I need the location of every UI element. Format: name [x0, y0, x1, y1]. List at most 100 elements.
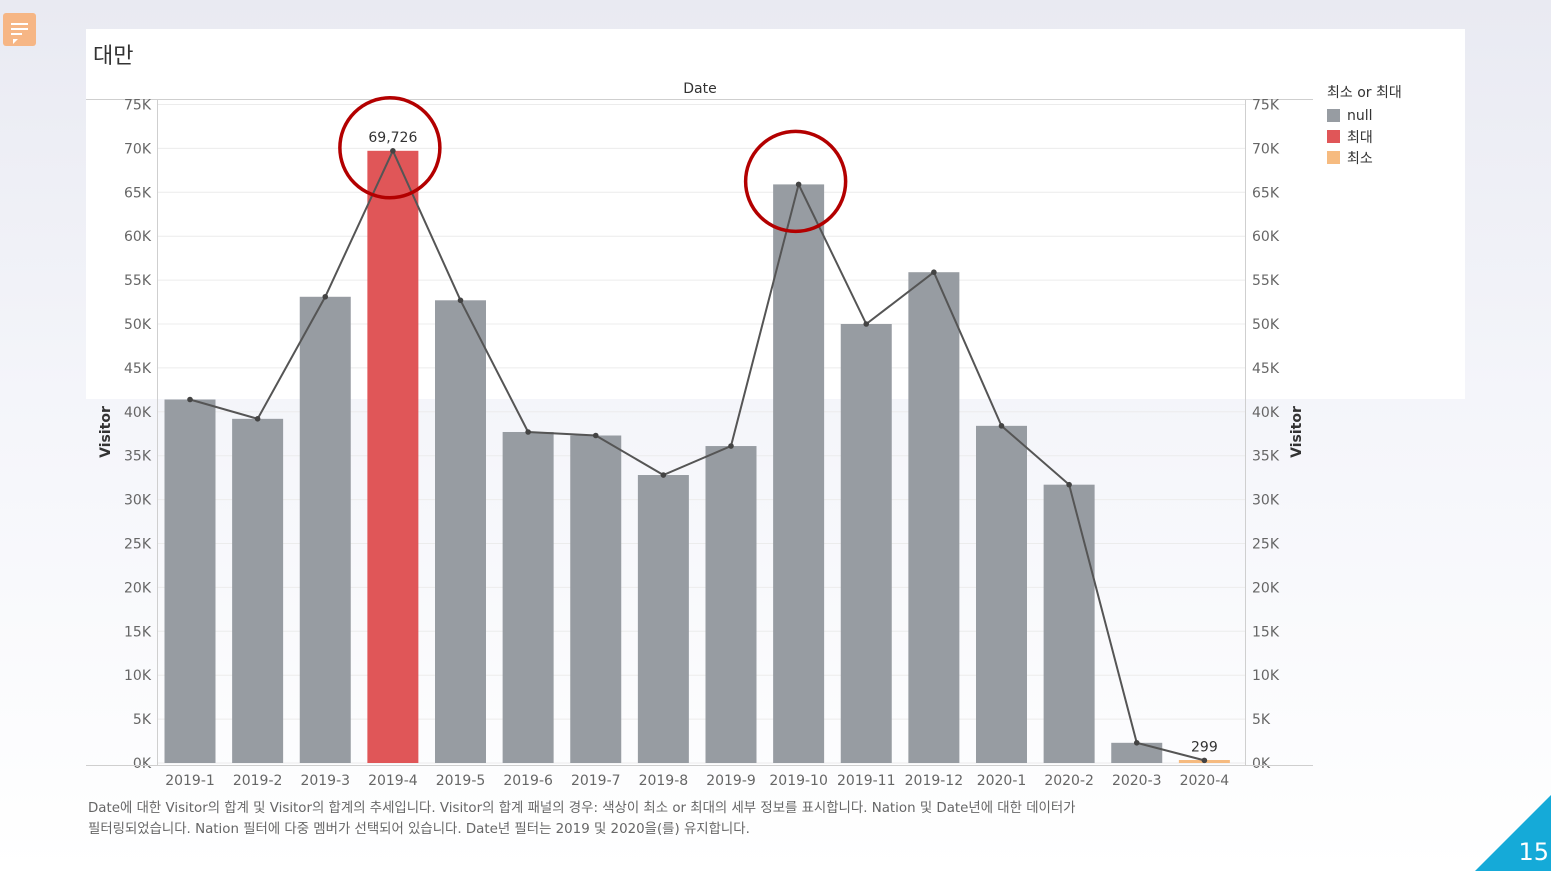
- y-tick-label-left: 40K: [124, 405, 152, 421]
- legend: 최소 or 최대 null 최대 최소: [1327, 82, 1402, 168]
- y-tick-label-right: 75K: [1252, 98, 1280, 114]
- y-tick-label-right: 10K: [1252, 668, 1280, 684]
- y-tick-label-left: 55K: [124, 273, 152, 289]
- page-corner: [1475, 795, 1551, 871]
- y-tick-label-right: 50K: [1252, 317, 1280, 333]
- y-tick-label-right: 55K: [1252, 273, 1280, 289]
- y-tick-label-left: 5K: [133, 712, 152, 728]
- legend-item-min[interactable]: 최소: [1327, 147, 1402, 168]
- highlight-circle: [743, 129, 848, 234]
- y-tick-label-left: 65K: [124, 185, 152, 201]
- x-tick-label: 2020-2: [1044, 773, 1094, 789]
- legend-title: 최소 or 최대: [1327, 85, 1402, 101]
- bar: [164, 399, 216, 763]
- y-tick-label-left: 15K: [124, 624, 152, 640]
- trend-point: [1133, 740, 1140, 746]
- y-tick-label-left: 75K: [124, 98, 152, 114]
- trend-point: [187, 396, 193, 403]
- bar: [908, 272, 960, 763]
- legend-label: 최대: [1347, 129, 1373, 146]
- footnote-line-1: Date에 대한 Visitor의 합계 및 Visitor의 합계의 추세입니…: [88, 801, 1076, 816]
- trend-point: [525, 429, 531, 435]
- y-axis-title-right: Visitor: [1289, 406, 1305, 458]
- y-tick-label-left: 25K: [124, 537, 152, 553]
- y-tick-label-left: 50K: [124, 317, 152, 333]
- page-number: 15: [1518, 838, 1549, 866]
- x-tick-label: 2019-10: [769, 773, 828, 789]
- y-tick-label-left: 35K: [124, 449, 152, 465]
- x-tick-label: 2019-12: [905, 773, 964, 789]
- x-tick-label: 2019-7: [571, 773, 621, 789]
- y-tick-label-right: 30K: [1252, 493, 1280, 509]
- x-tick-label: 2019-8: [639, 773, 689, 789]
- y-tick-label-left: 10K: [124, 668, 152, 684]
- speech-bubble-icon[interactable]: [3, 13, 36, 46]
- trend-point: [457, 297, 464, 304]
- trend-point: [863, 321, 870, 327]
- x-tick-label: 2019-5: [436, 773, 486, 789]
- x-tick-label: 2019-9: [706, 773, 756, 789]
- x-tick-label: 2019-2: [233, 773, 283, 789]
- legend-swatch: [1327, 130, 1340, 143]
- y-tick-label-right: 40K: [1252, 405, 1280, 421]
- x-tick-label: 2019-1: [165, 773, 215, 789]
- legend-label: 최소: [1347, 150, 1373, 167]
- x-tick-label: 2019-3: [300, 773, 350, 789]
- trend-point: [254, 416, 261, 422]
- legend-item-max[interactable]: 최대: [1327, 126, 1402, 147]
- trend-point: [390, 148, 396, 154]
- highlight-circle: [338, 96, 442, 200]
- bar: [705, 446, 757, 763]
- y-tick-label-right: 25K: [1252, 537, 1280, 553]
- bar: [299, 296, 351, 763]
- bar: [637, 475, 689, 763]
- trend-point: [322, 293, 329, 300]
- y-tick-label-right: 70K: [1252, 141, 1280, 157]
- bar: [773, 184, 825, 763]
- trend-point: [795, 181, 802, 188]
- y-tick-label-right: 45K: [1252, 361, 1280, 377]
- y-tick-label-right: 65K: [1252, 185, 1280, 201]
- y-tick-label-left: 20K: [124, 580, 152, 596]
- x-tick-label: 2019-6: [503, 773, 553, 789]
- trend-point: [998, 423, 1005, 429]
- legend-label: null: [1347, 107, 1373, 124]
- data-label: 299: [1191, 739, 1218, 755]
- footnote: Date에 대한 Visitor의 합계 및 Visitor의 합계의 추세입니…: [88, 798, 1268, 840]
- chart-title: 대만: [93, 44, 134, 69]
- x-tick-label: 2020-1: [977, 773, 1027, 789]
- footnote-line-2: 필터링되었습니다. Nation 필터에 다중 멤버가 선택되어 있습니다. D…: [88, 822, 750, 837]
- x-tick-label: 2019-4: [368, 773, 418, 789]
- x-tick-label: 2020-4: [1180, 773, 1230, 789]
- y-tick-label-right: 35K: [1252, 449, 1280, 465]
- x-tick-label: 2019-11: [837, 773, 896, 789]
- trend-point: [931, 269, 937, 275]
- legend-item-null[interactable]: null: [1327, 105, 1402, 126]
- trend-point: [1201, 757, 1208, 764]
- bar: [976, 425, 1027, 763]
- y-tick-label-right: 20K: [1252, 580, 1280, 596]
- y-tick-label-left: 70K: [124, 141, 152, 157]
- legend-swatch: [1327, 109, 1340, 122]
- y-axis-title-left: Visitor: [98, 406, 114, 458]
- y-tick-label-right: 15K: [1252, 624, 1280, 640]
- y-tick-label-right: 60K: [1252, 229, 1280, 245]
- trend-line: [189, 148, 1205, 762]
- trend-point: [660, 472, 667, 478]
- bar: [435, 300, 486, 763]
- trend-point: [1066, 481, 1072, 488]
- bar: [570, 435, 622, 763]
- y-tick-label-left: 30K: [124, 493, 152, 509]
- bar: [232, 418, 284, 763]
- y-tick-label-right: 5K: [1252, 712, 1271, 728]
- y-tick-label-left: 45K: [124, 361, 152, 377]
- y-tick-label-left: 0K: [133, 756, 152, 772]
- bar: [1043, 484, 1095, 763]
- data-label: 69,726: [368, 130, 417, 146]
- trend-point: [592, 432, 599, 439]
- bar: [1111, 742, 1163, 763]
- date-header: Date: [683, 81, 717, 97]
- y-tick-label-left: 60K: [124, 229, 152, 245]
- x-tick-label: 2020-3: [1112, 773, 1162, 789]
